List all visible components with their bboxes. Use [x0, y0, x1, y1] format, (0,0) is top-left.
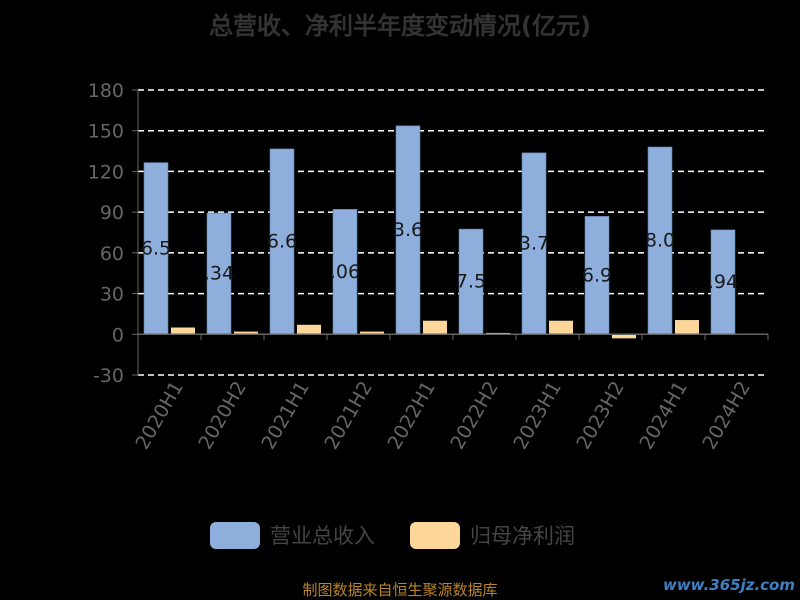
bar-net-profit: [360, 331, 384, 335]
x-tick-label: 2021H1: [257, 378, 313, 454]
y-tick-label: 60: [100, 243, 124, 265]
bar-revenue: [521, 152, 547, 335]
bar-revenue: [206, 212, 232, 335]
legend-label: 归母净利润: [470, 524, 575, 548]
y-tick-label: 120: [88, 161, 124, 183]
data-label: 7.5: [456, 271, 486, 293]
bar-net-profit: [675, 320, 699, 335]
bar-net-profit: [423, 320, 447, 335]
bar-net-profit: [171, 327, 195, 335]
bar-revenue: [584, 216, 610, 335]
y-tick-label: 0: [112, 324, 124, 346]
data-label: 6.5: [141, 237, 171, 259]
bars: [143, 125, 736, 339]
data-label: 3.7: [519, 233, 549, 255]
bar-revenue: [710, 229, 736, 335]
bar-net-profit: [549, 320, 573, 335]
x-tick-label: 2022H1: [383, 378, 439, 454]
x-tick-label: 2022H2: [446, 378, 502, 454]
source-note: 制图数据来自恒生聚源数据库: [302, 581, 497, 599]
x-tick-label: 2024H2: [698, 378, 754, 454]
legend-swatch: [410, 522, 460, 549]
bar-net-profit: [234, 331, 258, 335]
x-tick-label: 2023H1: [509, 378, 565, 454]
legend: 营业总收入 归母净利润: [210, 522, 575, 549]
watermark: www.365jz.com: [663, 576, 795, 594]
legend-item[interactable]: 营业总收入: [210, 522, 375, 549]
y-tick-label: 180: [88, 80, 124, 102]
data-label: 8.0: [645, 230, 675, 252]
y-tick-label: 150: [88, 121, 124, 143]
gridlines: [138, 89, 768, 376]
data-label: .34: [204, 263, 234, 285]
data-labels: 6.5 .34 6.6 .06 3.6 7.5 3.7 6.9 8.0 .94: [141, 219, 738, 293]
y-tick-label: 90: [100, 202, 124, 224]
y-axis: 180 150 120 90 60 30 0 -30: [88, 80, 139, 387]
data-label: 6.6: [267, 231, 297, 253]
chart-title: 总营收、净利半年度变动情况(亿元): [209, 12, 591, 40]
bar-net-profit: [297, 324, 321, 335]
data-label: 3.6: [393, 219, 423, 241]
x-tick-label: 2020H1: [131, 378, 187, 454]
x-axis: 2020H1 2020H2 2021H1 2021H2 2022H1 2022H2 2023…: [131, 333, 769, 454]
legend-swatch: [210, 522, 260, 549]
x-tick-label: 2024H1: [635, 378, 691, 454]
bar-revenue: [332, 209, 358, 335]
bar-revenue: [269, 148, 295, 335]
y-tick-label: -30: [93, 365, 124, 387]
data-label: .06: [330, 261, 360, 283]
x-tick-label: 2021H2: [320, 378, 376, 454]
data-label: 6.9: [582, 264, 612, 286]
x-tick-label: 2023H2: [572, 378, 628, 454]
x-tick-label: 2020H2: [194, 378, 250, 454]
legend-item[interactable]: 归母净利润: [410, 522, 575, 549]
data-label: .94: [708, 271, 738, 293]
y-tick-label: 30: [100, 284, 124, 306]
bar-net-profit: [612, 334, 636, 339]
legend-label: 营业总收入: [270, 524, 375, 548]
